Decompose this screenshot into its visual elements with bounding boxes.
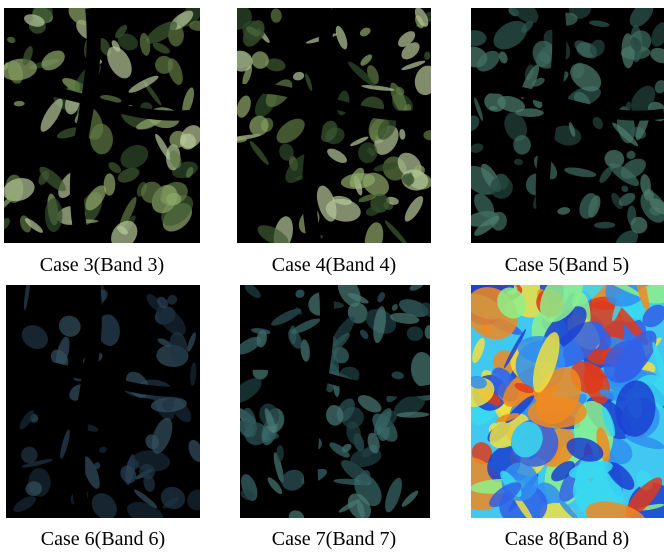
panel-caption: Case 4(Band 4) bbox=[214, 254, 454, 277]
panel-caption: Case 6(Band 6) bbox=[0, 528, 223, 551]
image-texture bbox=[104, 173, 116, 196]
image-texture bbox=[45, 198, 63, 232]
panel-caption: Case 5(Band 5) bbox=[447, 254, 664, 277]
panel-image bbox=[471, 8, 664, 243]
image-texture bbox=[276, 445, 284, 461]
panel-caption: Case 3(Band 3) bbox=[0, 254, 222, 277]
panel-image bbox=[240, 285, 430, 518]
figure: Case 3(Band 3)Case 4(Band 4)Case 5(Band … bbox=[0, 0, 664, 555]
panel-caption: Case 7(Band 7) bbox=[214, 528, 454, 551]
panel-caption: Case 8(Band 8) bbox=[447, 528, 664, 551]
panel-image bbox=[471, 285, 664, 518]
panel-image bbox=[237, 8, 431, 243]
panel-image bbox=[6, 285, 200, 518]
panel-image bbox=[4, 8, 200, 243]
